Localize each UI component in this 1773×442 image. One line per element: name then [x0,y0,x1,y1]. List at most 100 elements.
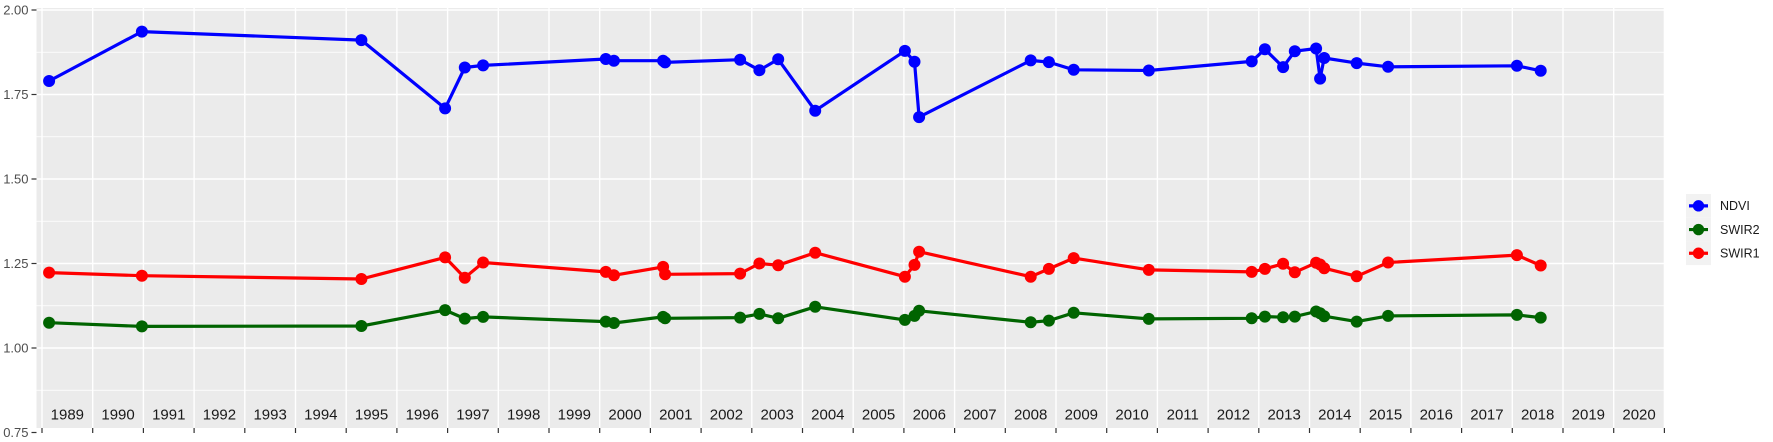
data-point-NDVI [753,64,766,77]
data-point-NDVI [1258,43,1271,56]
plot-panel [36,8,1665,428]
y-axis-label: 1.75 [3,87,28,102]
data-point-NDVI [1042,56,1055,69]
x-axis-label: 2017 [1470,407,1503,424]
data-point-SWIR1 [1024,270,1037,283]
x-axis-label: 2007 [963,407,996,424]
data-point-NDVI [439,102,452,115]
data-point-SWIR1 [1245,265,1258,278]
data-point-SWIR1 [1067,252,1080,265]
legend-item-ndvi: NDVI [1686,194,1750,218]
x-axis-label: 1995 [355,407,388,424]
data-point-SWIR1 [1350,270,1363,283]
data-point-NDVI [355,34,368,47]
x-axis-label: 2018 [1521,407,1554,424]
data-point-SWIR1 [1258,262,1271,275]
data-point-SWIR2 [1067,306,1080,319]
data-point-NDVI [135,25,148,38]
data-point-SWIR2 [659,312,672,325]
data-point-NDVI [908,55,921,68]
x-axis-label: 1994 [304,407,337,424]
data-point-NDVI [734,53,747,66]
data-point-NDVI [1382,60,1395,73]
legend-key-point-icon [1692,223,1705,236]
data-point-NDVI [898,44,911,57]
data-point-SWIR1 [1277,257,1290,270]
legend-key-point-icon [1692,247,1705,259]
legend-item-swir1: SWIR1 [1686,241,1760,266]
data-point-SWIR2 [477,310,490,323]
data-point-SWIR2 [898,313,911,326]
data-point-SWIR1 [734,267,747,280]
legend-label: SWIR2 [1720,223,1760,237]
data-point-SWIR2 [1318,310,1331,323]
data-point-SWIR2 [355,320,368,332]
y-axis-label: 2.00 [3,3,28,18]
legend-label: SWIR1 [1720,247,1760,261]
y-axis-label: 0.75 [3,425,28,440]
data-point-NDVI [1350,57,1363,70]
x-axis-label: 2010 [1115,407,1148,424]
data-point-SWIR1 [477,256,490,269]
axes-layer: 2.00 1.75 1.50 1.25 1.00 0.75 1989 1990 1991 1992… [3,3,1666,440]
data-point-SWIR1 [1042,262,1055,275]
x-axis-label: 2005 [862,407,895,424]
gridlines-layer [36,8,1666,428]
data-point-NDVI [1534,64,1547,77]
data-point-SWIR1 [809,246,822,259]
data-point-NDVI [1024,54,1037,67]
data-point-SWIR2 [753,307,766,320]
data-point-NDVI [913,111,926,124]
series-SWIR2 [43,300,1547,333]
x-axis-label: 1999 [558,407,591,424]
data-point-SWIR2 [1277,311,1290,324]
legend: NDVI SWIR2 SWIR1 [1686,194,1760,266]
data-point-SWIR1 [1510,249,1523,262]
x-axis-label: 2009 [1065,407,1098,424]
x-axis-label: 2008 [1014,407,1047,424]
x-axis-label: 1996 [406,407,439,424]
data-point-SWIR2 [458,312,471,325]
data-point-SWIR1 [1382,256,1395,269]
data-point-NDVI [477,59,490,72]
data-point-SWIR2 [439,304,452,317]
x-axis-label: 2001 [659,407,692,424]
x-axis-label: 1989 [51,407,84,424]
data-point-SWIR2 [1288,310,1301,323]
data-point-NDVI [772,53,785,66]
y-axis-label: 1.50 [3,172,28,187]
data-point-SWIR1 [355,273,368,285]
x-axis-label: 1998 [507,407,540,424]
x-axis-label: 2015 [1369,407,1402,424]
x-axis-label: 2019 [1572,407,1605,424]
series-layer [43,25,1547,333]
data-point-SWIR1 [898,270,911,283]
data-point-SWIR1 [1142,263,1155,276]
data-point-SWIR2 [607,317,620,329]
data-point-NDVI [1314,72,1327,85]
x-axis-label: 2020 [1622,407,1655,424]
x-axis-label: 2002 [710,407,743,424]
data-point-SWIR2 [1142,312,1155,325]
data-point-SWIR2 [43,316,56,329]
data-point-SWIR1 [1288,266,1301,279]
x-axis-label: 2011 [1167,407,1199,424]
data-point-NDVI [1310,42,1323,55]
series-SWIR1 [43,245,1547,285]
data-point-SWIR1 [1534,259,1547,272]
x-axis-label: 2014 [1318,407,1351,424]
x-axis-label: 2000 [608,407,641,424]
data-point-SWIR1 [1318,262,1331,275]
data-point-NDVI [1510,59,1523,72]
data-point-SWIR1 [753,257,766,270]
data-point-SWIR1 [439,251,452,264]
data-point-SWIR1 [772,259,785,272]
data-point-SWIR2 [1245,312,1258,325]
data-point-SWIR2 [772,312,785,325]
data-point-SWIR2 [1350,315,1363,328]
data-point-NDVI [607,54,620,67]
data-point-NDVI [809,104,822,117]
data-point-SWIR2 [135,320,148,333]
